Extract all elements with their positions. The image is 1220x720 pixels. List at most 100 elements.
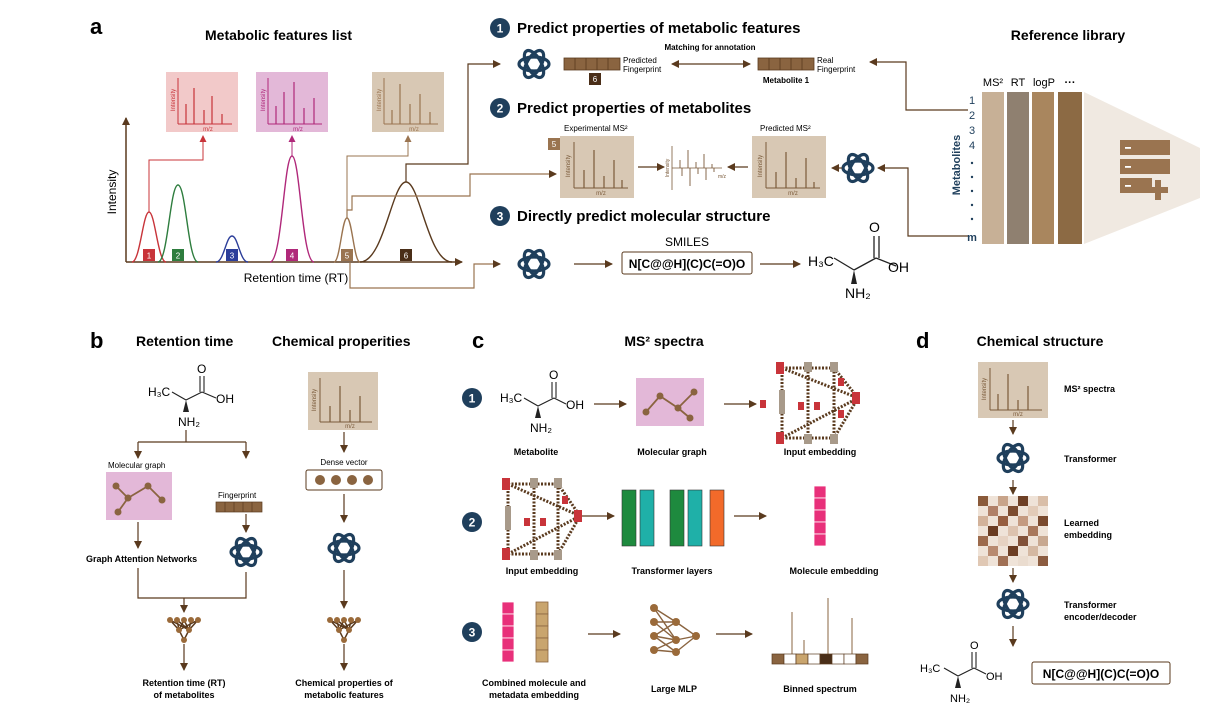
predicted-fingerprint: 6 Predicted Fingerprint: [563, 56, 662, 85]
panel-letter-b: b: [90, 328, 103, 353]
step-1-num: 1: [497, 22, 504, 36]
row-2-badge: [462, 512, 482, 532]
spectrum-d: Intensity m/z: [978, 362, 1048, 418]
step-3-num: 3: [497, 210, 504, 224]
matching-label: Matching for annotation: [664, 43, 755, 52]
ai-logo-icon: [841, 149, 875, 187]
database-icon: [1120, 140, 1170, 200]
panel-letter-d: d: [916, 328, 929, 353]
peak-2: [157, 184, 199, 263]
learned-embedding-heatmap: [978, 496, 1048, 566]
peak-label-1: 1: [147, 252, 152, 261]
peak-label-boxes: 1 2 3 4 5 6: [143, 249, 412, 261]
molecule-structure-d: [943, 652, 987, 688]
inset-x-label-5: m/z: [409, 127, 419, 133]
peak-4: [269, 155, 315, 263]
ai-logo-icon: [229, 533, 263, 571]
ref-title: Reference library: [1011, 27, 1126, 43]
inset-y-label-5: Intensity: [377, 89, 383, 111]
smiles-label: SMILES: [665, 235, 709, 249]
features-title: Metabolic features list: [205, 27, 352, 43]
transformer-layers: [621, 489, 725, 547]
panel-b: b Retention time Chemical properities H₃…: [86, 328, 411, 700]
panel-letter-a: a: [90, 14, 103, 39]
binned-spectrum-label: Binned spectrum: [783, 684, 857, 694]
predicted-fp-line1: Predicted: [623, 56, 657, 65]
spec-b-y: Intensity: [312, 389, 318, 411]
inset-spectrum-1: Intensity m/z: [166, 72, 238, 133]
chem-structure-title: Chemical structure: [977, 333, 1104, 349]
mol-d-o: O: [970, 640, 979, 652]
ref-row-1: 1: [969, 95, 975, 107]
reference-library-table: MS² RT logP ··· Metabolites 1 2 3 4 m: [951, 77, 1200, 244]
real-fp-line1: Real: [817, 56, 834, 65]
row-3-badge: [462, 622, 482, 642]
peak-label-5: 5: [345, 252, 350, 261]
panel-c: c MS² spectra 1 H₃C O OH NH₂ Metabolite …: [462, 328, 879, 700]
chem-title: Chemical properities: [272, 333, 411, 349]
transformer-label-d: Transformer: [1064, 454, 1117, 464]
real-fp-line2: Fingerprint: [817, 65, 856, 74]
connector-to-step-1: [405, 60, 501, 182]
metabolite-label-c: Metabolite: [514, 447, 559, 457]
large-mlp-label: Large MLP: [651, 684, 697, 694]
ref-row-m: m: [967, 232, 977, 244]
spec-d-x: m/z: [1013, 412, 1023, 418]
input-embedding-graph-2: [502, 478, 582, 560]
smiles-text-d: N[C@@H](C)C(=O)O: [1043, 667, 1159, 681]
rt-out-line2: of metabolites: [153, 690, 214, 700]
mirror-y: Intensity: [665, 158, 671, 177]
step-3-header: 3 Directly predict molecular structure: [490, 206, 770, 226]
mol-b-nh2: NH₂: [178, 415, 200, 429]
exp-feature-num: 5: [552, 140, 557, 149]
ref-row-4: 4: [969, 140, 975, 152]
connector-peak-1: [148, 135, 207, 212]
mol-c-ch3: H₃C: [500, 391, 523, 405]
predicted-ms2-label: Predicted MS²: [760, 124, 811, 133]
spec-d-y: Intensity: [982, 378, 988, 400]
step-1-header: 1 Predict properties of metabolic featur…: [490, 18, 800, 38]
mol-c-nh2: NH₂: [530, 421, 552, 435]
fp-feature-num: 6: [593, 75, 598, 84]
molecular-graph-c: [636, 378, 704, 426]
fingerprint-label-b: Fingerprint: [218, 491, 257, 500]
input-embedding-graph-1: [760, 362, 860, 444]
step-2-header: 2 Predict properties of metabolites: [490, 98, 751, 118]
large-mlp-icon: [650, 604, 700, 656]
chromatogram-peaks: [131, 155, 453, 263]
molecule-structure-b: [171, 376, 217, 412]
molecule-embedding: [813, 485, 827, 547]
gat-label: Graph Attention Networks: [86, 554, 197, 564]
mol-b-oh: OH: [216, 392, 234, 406]
ai-logo-icon: [517, 45, 551, 83]
rt-out-line1: Retention time (RT): [143, 678, 226, 688]
fingerprint-b: [215, 501, 263, 513]
ref-col-more: ···: [1065, 77, 1076, 89]
combined-embedding: [501, 601, 549, 663]
predicted-fp-line2: Fingerprint: [623, 65, 662, 74]
ms2-title: MS² spectra: [624, 333, 704, 349]
mol-a-o: O: [869, 219, 880, 235]
row-2-num: 2: [469, 516, 476, 530]
inset-y-label-4: Intensity: [261, 89, 267, 111]
mlp-icon: [166, 616, 202, 644]
mol-a-nh2: NH₂: [845, 285, 871, 301]
mol-c-oh: OH: [566, 398, 584, 412]
ref-rows-label: Metabolites: [951, 135, 963, 196]
inset-spectrum-4: Intensity m/z: [256, 72, 328, 133]
mol-d-nh2: NH₂: [950, 693, 970, 705]
enc-dec-line2: encoder/decoder: [1064, 612, 1137, 622]
connector-to-step-2: [346, 170, 557, 218]
combined-line2: metadata embedding: [489, 690, 579, 700]
mlp-icon: [326, 616, 362, 644]
mol-c-o: O: [549, 368, 558, 382]
smiles-text: N[C@@H](C)C(=O)O: [629, 257, 745, 271]
ref-row-2: 2: [969, 110, 975, 122]
peak-label-4: 4: [290, 252, 295, 261]
mol-b-o: O: [197, 362, 206, 376]
experimental-ms2: Experimental MS² 5 Intensity m/z: [548, 124, 634, 198]
panel-d: d Chemical structure Intensity m/z MS² s…: [916, 328, 1171, 705]
chem-out-line1: Chemical properties of: [295, 678, 394, 688]
mol-graph-label-c: Molecular graph: [637, 447, 707, 457]
molecule-structure-a: [833, 236, 897, 284]
